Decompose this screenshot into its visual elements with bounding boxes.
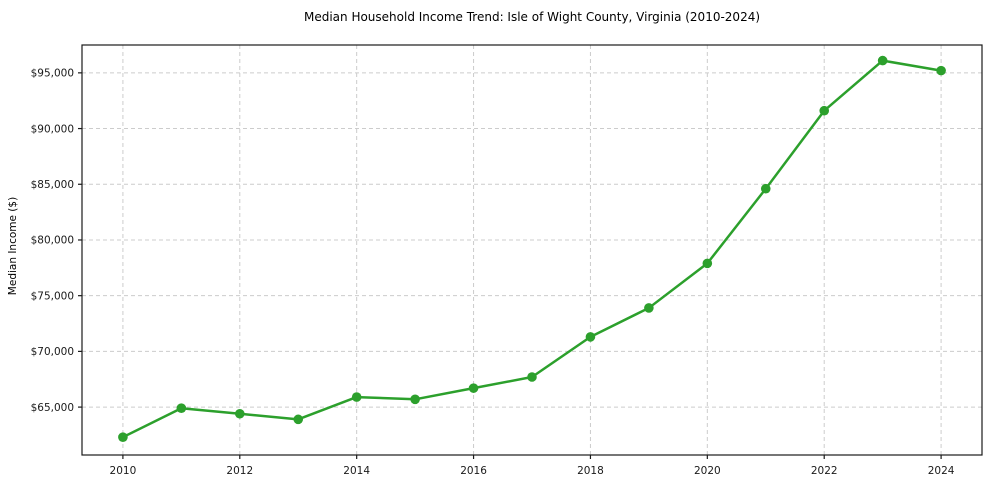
- y-tick-label: $85,000: [31, 179, 74, 191]
- data-point-2020: [702, 258, 713, 269]
- x-tick-label: 2016: [460, 465, 487, 477]
- data-point-2024: [936, 65, 946, 76]
- data-point-2023: [877, 55, 888, 66]
- y-tick-label: $90,000: [31, 123, 74, 135]
- data-point-2016: [468, 383, 479, 393]
- data-point-2017: [527, 372, 537, 382]
- y-tick-label: $70,000: [31, 346, 74, 358]
- x-tick-label: 2010: [110, 465, 137, 477]
- y-tick-label: $65,000: [31, 402, 74, 414]
- x-tick-label: 2012: [226, 465, 253, 477]
- y-tick-label: $75,000: [31, 290, 74, 302]
- data-point-2019: [644, 303, 654, 313]
- data-point-2015: [410, 394, 420, 405]
- data-point-2013: [293, 414, 304, 425]
- data-point-2011: [176, 403, 187, 414]
- data-point-2018: [585, 332, 596, 342]
- x-tick-label: 2020: [694, 465, 721, 477]
- x-tick-label: 2018: [577, 465, 604, 477]
- data-point-2021: [760, 183, 771, 194]
- x-tick-label: 2024: [928, 465, 955, 477]
- x-tick-label: 2014: [343, 465, 370, 477]
- chart-title: Median Household Income Trend: Isle of W…: [303, 10, 761, 24]
- plot-border: [81, 44, 983, 456]
- data-point-2022: [819, 105, 830, 116]
- data-point-2014: [351, 392, 362, 402]
- y-tick-label: $95,000: [31, 68, 74, 80]
- x-tick-label: 2022: [811, 465, 838, 477]
- data-point-2010: [118, 432, 128, 442]
- y-tick-label: $80,000: [31, 235, 74, 247]
- data-point-2012: [234, 408, 245, 419]
